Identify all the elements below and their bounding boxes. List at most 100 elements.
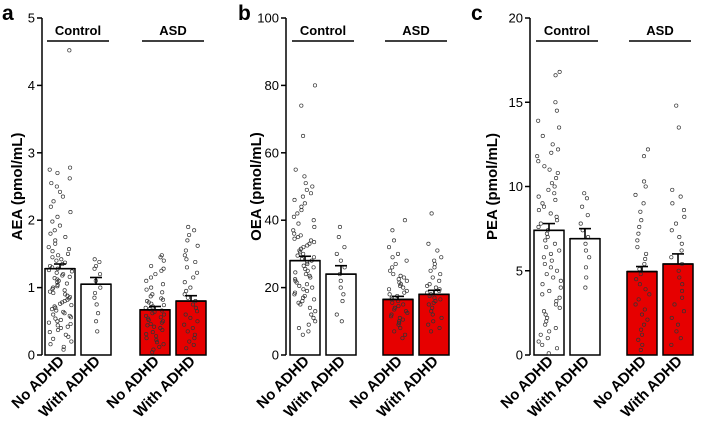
data-point (300, 194, 305, 199)
data-point (548, 211, 553, 216)
data-point (549, 181, 554, 186)
data-point (185, 329, 190, 334)
data-point (389, 312, 394, 317)
data-point (311, 218, 316, 223)
data-point (307, 305, 312, 310)
data-point (310, 285, 315, 290)
data-point (670, 201, 675, 206)
data-point (144, 287, 149, 292)
data-point (669, 255, 674, 260)
data-point (536, 224, 541, 229)
data-point (192, 228, 197, 233)
data-point (161, 303, 166, 308)
data-point (305, 261, 310, 267)
data-point (51, 336, 56, 341)
data-point (301, 287, 306, 292)
data-point (193, 305, 198, 310)
data-point (304, 187, 309, 192)
data-point (195, 309, 200, 314)
data-point (554, 108, 559, 113)
data-point (56, 253, 61, 258)
data-point (400, 317, 405, 322)
data-point (536, 118, 541, 123)
data-point (59, 257, 64, 262)
data-point (57, 189, 63, 194)
data-point (292, 236, 297, 241)
data-point (673, 221, 679, 226)
data-point (583, 248, 588, 253)
data-point (547, 167, 552, 172)
data-point (676, 125, 681, 130)
data-point (391, 238, 397, 243)
data-point (669, 342, 674, 347)
data-point (159, 268, 164, 273)
data-point (387, 292, 392, 297)
data-point (295, 235, 301, 240)
data-point (65, 251, 71, 256)
data-point (57, 223, 62, 228)
data-point (544, 272, 549, 277)
data-point (538, 221, 543, 226)
data-point (545, 336, 550, 341)
data-point (645, 147, 651, 152)
data-point (51, 290, 56, 296)
data-point (162, 312, 167, 317)
data-point (338, 258, 343, 263)
data-point (61, 347, 66, 352)
data-point (681, 208, 687, 213)
data-point (53, 316, 58, 321)
data-point (536, 339, 541, 344)
data-point (542, 164, 547, 169)
data-point (669, 315, 674, 320)
data-point (308, 275, 313, 280)
data-point (340, 299, 345, 304)
data-point (301, 245, 306, 250)
data-point (637, 224, 642, 229)
group-label: Control (544, 23, 590, 38)
data-point (51, 199, 56, 204)
data-point (69, 303, 74, 308)
data-point (587, 255, 592, 260)
data-point (312, 297, 317, 302)
y-tick-label: 5 (516, 263, 523, 278)
data-point (439, 255, 444, 260)
data-point (430, 312, 435, 317)
data-point (392, 307, 397, 312)
data-point (582, 191, 587, 196)
data-point (304, 288, 310, 294)
data-point (154, 338, 159, 343)
data-point (292, 197, 297, 203)
data-point (68, 321, 73, 327)
data-point (549, 150, 554, 155)
data-point (543, 312, 548, 317)
data-point (154, 334, 159, 339)
data-point (69, 339, 74, 344)
data-point (681, 309, 686, 314)
data-point (583, 241, 588, 246)
data-point (535, 154, 540, 159)
data-point (192, 336, 197, 341)
data-point (157, 344, 162, 349)
data-point (642, 322, 647, 327)
data-point (143, 313, 149, 318)
data-point (160, 328, 165, 333)
data-point (636, 297, 641, 302)
data-point (393, 261, 398, 267)
data-point (150, 330, 155, 335)
data-point (552, 241, 558, 246)
data-point (541, 204, 547, 209)
data-point (680, 282, 685, 287)
data-point (585, 213, 590, 218)
y-tick-label: 1 (28, 280, 35, 295)
y-tick-label: 0 (272, 348, 279, 363)
data-point (553, 100, 558, 105)
data-point (297, 283, 302, 288)
data-point (635, 245, 640, 250)
data-point (187, 232, 192, 238)
data-point (439, 315, 444, 320)
data-point (391, 272, 396, 277)
data-point (293, 167, 298, 172)
data-point (311, 255, 316, 260)
data-point (638, 272, 643, 277)
